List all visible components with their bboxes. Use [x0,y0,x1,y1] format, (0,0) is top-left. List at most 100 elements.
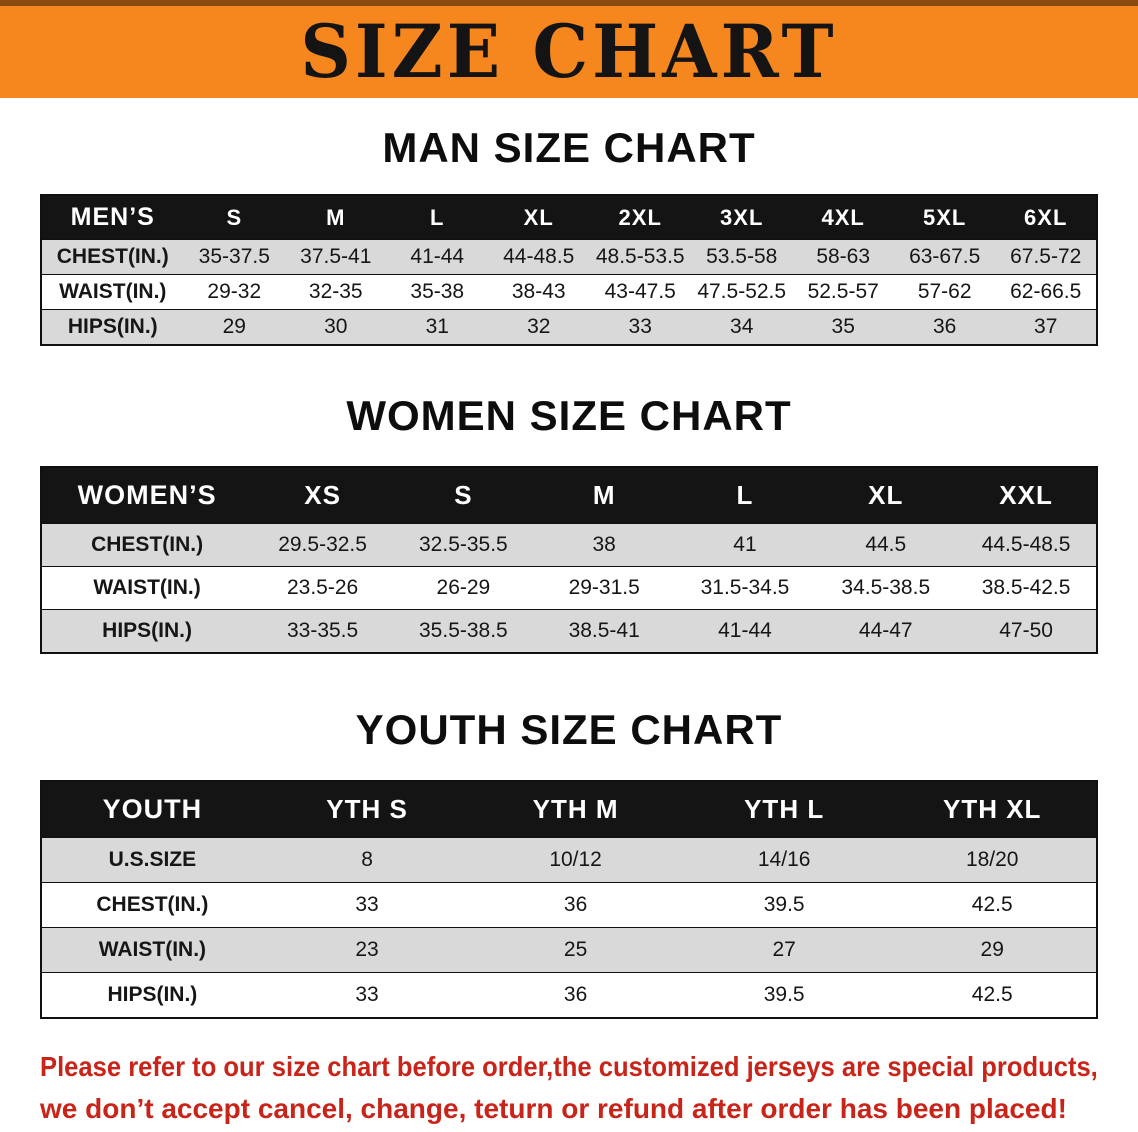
size-value-cell: 33 [262,972,472,1018]
size-value-cell: 58-63 [792,239,894,275]
size-value-cell: 63-67.5 [893,239,996,275]
youth-section: YOUTH SIZE CHART YOUTH YTH S YTH M YTH L YTH… [0,706,1138,1019]
size-value-cell: 38-43 [488,274,590,310]
row-label: WAIST(IN.) [41,566,253,610]
size-value-cell: 32.5-35.5 [392,523,534,567]
table-row: HIPS(IN.) 33-35.5 35.5-38.5 38.5-41 41-44 44-… [41,609,1097,653]
men-size-table: MEN’S S M L XL 2XL 3XL 4XL 5XL 6XL CHEST(IN.) 35-37… [40,194,1098,346]
size-value-cell: 34.5-38.5 [815,566,957,610]
size-column-header: 3XL [690,195,793,240]
size-column-header: L [386,195,488,240]
size-value-cell: 41-44 [674,609,816,653]
size-value-cell: 35 [792,309,894,345]
row-label: WAIST(IN.) [41,274,184,310]
disclaimer-line-2: we don’t accept cancel, change, teturn o… [40,1093,1067,1125]
size-column-header: M [285,195,387,240]
size-value-cell: 52.5-57 [792,274,894,310]
size-column-header: 6XL [995,195,1097,240]
size-value-cell: 32-35 [285,274,387,310]
size-value-cell: 36 [471,882,680,928]
size-value-cell: 29 [183,309,286,345]
size-value-cell: 23.5-26 [252,566,393,610]
size-value-cell: 35-37.5 [183,239,286,275]
size-value-cell: 23 [262,927,472,973]
row-label: WAIST(IN.) [41,927,263,973]
table-header-row: YOUTH YTH S YTH M YTH L YTH XL [41,781,1097,838]
row-label: HIPS(IN.) [41,609,253,653]
size-value-cell: 31.5-34.5 [674,566,816,610]
disclaimer: Please refer to our size chart before or… [40,1049,1098,1128]
banner: SIZE CHART [0,0,1138,98]
size-value-cell: 33-35.5 [252,609,393,653]
size-value-cell: 25 [471,927,680,973]
size-value-cell: 47.5-52.5 [690,274,793,310]
size-value-cell: 44.5 [815,523,957,567]
size-value-cell: 33 [589,309,691,345]
size-value-cell: 27 [679,927,889,973]
size-value-cell: 29-31.5 [533,566,675,610]
table-row: CHEST(IN.) 35-37.5 37.5-41 41-44 44-48.5 48.5… [41,239,1097,275]
size-value-cell: 38 [533,523,675,567]
size-value-cell: 44-48.5 [488,239,590,275]
size-column-header: YTH S [262,781,472,838]
size-value-cell: 48.5-53.5 [589,239,691,275]
size-column-header: 2XL [589,195,691,240]
size-column-header: XS [252,467,393,524]
table-header-row: WOMEN’S XS S M L XL XXL [41,467,1097,524]
row-label: U.S.SIZE [41,837,263,883]
men-section: MAN SIZE CHART MEN’S S M L XL 2XL 3XL 4XL 5XL 6XL… [0,124,1138,346]
size-column-header: XL [815,467,957,524]
table-header-row: MEN’S S M L XL 2XL 3XL 4XL 5XL 6XL [41,195,1097,240]
size-value-cell: 30 [285,309,387,345]
size-value-cell: 41 [674,523,816,567]
women-size-table: WOMEN’S XS S M L XL XXL CHEST(IN.) 29.5-32.5 32.5… [40,466,1098,654]
women-section-heading: WOMEN SIZE CHART [346,392,792,439]
size-value-cell: 37.5-41 [285,239,387,275]
size-column-header: M [533,467,675,524]
size-value-cell: 34 [690,309,793,345]
size-column-header: S [183,195,286,240]
size-column-header: XXL [956,467,1097,524]
size-value-cell: 43-47.5 [589,274,691,310]
row-label: CHEST(IN.) [41,882,263,928]
table-row: U.S.SIZE 8 10/12 14/16 18/20 [41,837,1097,883]
size-value-cell: 29.5-32.5 [252,523,393,567]
page-title: SIZE CHART [300,7,838,96]
size-value-cell: 35.5-38.5 [392,609,534,653]
size-value-cell: 67.5-72 [995,239,1097,275]
table-corner-label: MEN’S [41,195,184,240]
row-label: HIPS(IN.) [41,972,263,1018]
disclaimer-line-1: Please refer to our size chart before or… [40,1051,1098,1082]
table-row: HIPS(IN.) 33 36 39.5 42.5 [41,972,1097,1018]
size-value-cell: 35-38 [386,274,488,310]
table-row: WAIST(IN.) 29-32 32-35 35-38 38-43 43-47.5 47.… [41,274,1097,310]
women-section: WOMEN SIZE CHART WOMEN’S XS S M L XL XXL CHEST(… [0,392,1138,654]
size-value-cell: 31 [386,309,488,345]
size-value-cell: 42.5 [888,972,1097,1018]
size-value-cell: 36 [471,972,680,1018]
size-value-cell: 38.5-42.5 [956,566,1097,610]
size-value-cell: 57-62 [893,274,996,310]
youth-section-heading: YOUTH SIZE CHART [355,706,783,753]
size-value-cell: 47-50 [956,609,1097,653]
row-label: CHEST(IN.) [41,523,253,567]
size-value-cell: 39.5 [679,972,889,1018]
size-column-header: YTH XL [888,781,1097,838]
table-row: WAIST(IN.) 23.5-26 26-29 29-31.5 31.5-34.5 34… [41,566,1097,610]
size-value-cell: 26-29 [392,566,534,610]
size-value-cell: 32 [488,309,590,345]
size-value-cell: 44-47 [815,609,957,653]
size-value-cell: 39.5 [679,882,889,928]
table-row: CHEST(IN.) 33 36 39.5 42.5 [41,882,1097,928]
size-value-cell: 41-44 [386,239,488,275]
size-value-cell: 10/12 [471,837,680,883]
size-value-cell: 33 [262,882,472,928]
size-value-cell: 29 [888,927,1097,973]
size-value-cell: 42.5 [888,882,1097,928]
table-row: CHEST(IN.) 29.5-32.5 32.5-35.5 38 41 44.5 44.5… [41,523,1097,567]
size-value-cell: 14/16 [679,837,889,883]
size-column-header: S [392,467,534,524]
size-column-header: 4XL [792,195,894,240]
size-value-cell: 62-66.5 [995,274,1097,310]
